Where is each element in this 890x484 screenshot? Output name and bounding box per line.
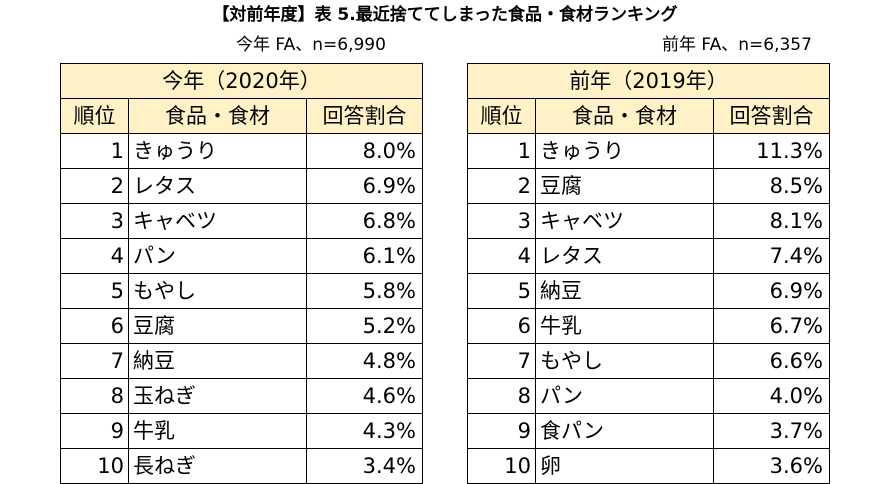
table-row: 9 食パン 3.7% [467,413,830,449]
item-cell: 牛乳 [128,413,307,449]
item-cell: パン [535,378,714,414]
rate-cell: 4.8% [306,343,423,379]
rank-cell: 2 [467,168,536,204]
item-cell: キャベツ [128,203,307,239]
item-cell: 牛乳 [535,308,714,344]
rank-cell: 7 [60,343,129,379]
item-cell: レタス [128,168,307,204]
item-cell: 納豆 [128,343,307,379]
table-row: 6 牛乳 6.7% [467,308,830,344]
rate-cell: 6.7% [713,308,830,344]
year-header: 前年（2019年） [467,63,830,99]
table-row: 1 きゅうり 8.0% [60,133,423,169]
rank-cell: 10 [467,448,536,484]
item-cell: 食パン [535,413,714,449]
rate-cell: 8.1% [713,203,830,239]
table-row: 7 納豆 4.8% [60,343,423,379]
item-cell: 玉ねぎ [128,378,307,414]
rate-cell: 3.6% [713,448,830,484]
rate-column-header: 回答割合 [713,98,830,134]
item-cell: きゅうり [128,133,307,169]
table-row: 2 豆腐 8.5% [467,168,830,204]
rank-cell: 8 [467,378,536,414]
item-cell: パン [128,238,307,274]
table-row: 3 キャベツ 8.1% [467,203,830,239]
table-row: 10 長ねぎ 3.4% [60,448,423,484]
rank-cell: 5 [467,273,536,309]
rate-cell: 4.0% [713,378,830,414]
rank-column-header: 順位 [60,98,129,134]
rate-cell: 6.1% [306,238,423,274]
item-cell: 豆腐 [128,308,307,344]
rank-cell: 6 [467,308,536,344]
item-cell: もやし [128,273,307,309]
rate-cell: 8.5% [713,168,830,204]
rank-cell: 3 [467,203,536,239]
rank-cell: 3 [60,203,129,239]
rank-cell: 1 [467,133,536,169]
rank-cell: 4 [467,238,536,274]
rate-cell: 5.8% [306,273,423,309]
item-cell: レタス [535,238,714,274]
item-cell: きゅうり [535,133,714,169]
table-row: 8 玉ねぎ 4.6% [60,378,423,414]
table-row: 9 牛乳 4.3% [60,413,423,449]
rank-cell: 7 [467,343,536,379]
ranking-table-this-year: 今年（2020年） 順位 食品・食材 回答割合 1 きゅうり 8.0% 2 レタ… [60,63,423,484]
table-row: 8 パン 4.0% [467,378,830,414]
rate-cell: 5.2% [306,308,423,344]
item-column-header: 食品・食材 [128,98,307,134]
sample-size-last-year: 前年 FA、n=6,357 [662,35,812,55]
rank-cell: 10 [60,448,129,484]
ranking-table-last-year: 前年（2019年） 順位 食品・食材 回答割合 1 きゅうり 11.3% 2 豆… [467,63,830,484]
rate-cell: 4.3% [306,413,423,449]
table-row: 5 納豆 6.9% [467,273,830,309]
sample-size-this-year: 今年 FA、n=6,990 [236,35,386,55]
rank-cell: 4 [60,238,129,274]
rate-cell: 8.0% [306,133,423,169]
rate-cell: 6.9% [713,273,830,309]
rank-cell: 5 [60,273,129,309]
rate-cell: 6.8% [306,203,423,239]
item-cell: 長ねぎ [128,448,307,484]
report-title: 【対前年度】表 5.最近捨ててしまった食品・食材ランキング [212,5,678,25]
rate-cell: 6.6% [713,343,830,379]
rank-cell: 1 [60,133,129,169]
rank-cell: 9 [467,413,536,449]
item-column-header: 食品・食材 [535,98,714,134]
rate-cell: 4.6% [306,378,423,414]
table-row: 1 きゅうり 11.3% [467,133,830,169]
rank-column-header: 順位 [467,98,536,134]
item-cell: もやし [535,343,714,379]
item-cell: 卵 [535,448,714,484]
item-cell: 豆腐 [535,168,714,204]
rate-cell: 3.4% [306,448,423,484]
rank-cell: 2 [60,168,129,204]
table-row: 4 レタス 7.4% [467,238,830,274]
table-row: 5 もやし 5.8% [60,273,423,309]
rate-cell: 7.4% [713,238,830,274]
table-row: 4 パン 6.1% [60,238,423,274]
rate-cell: 3.7% [713,413,830,449]
table-row: 6 豆腐 5.2% [60,308,423,344]
table-row: 10 卵 3.6% [467,448,830,484]
rate-column-header: 回答割合 [306,98,423,134]
rate-cell: 11.3% [713,133,830,169]
year-header: 今年（2020年） [60,63,423,99]
item-cell: キャベツ [535,203,714,239]
rate-cell: 6.9% [306,168,423,204]
table-row: 2 レタス 6.9% [60,168,423,204]
item-cell: 納豆 [535,273,714,309]
table-row: 7 もやし 6.6% [467,343,830,379]
rank-cell: 6 [60,308,129,344]
rank-cell: 9 [60,413,129,449]
rank-cell: 8 [60,378,129,414]
table-row: 3 キャベツ 6.8% [60,203,423,239]
